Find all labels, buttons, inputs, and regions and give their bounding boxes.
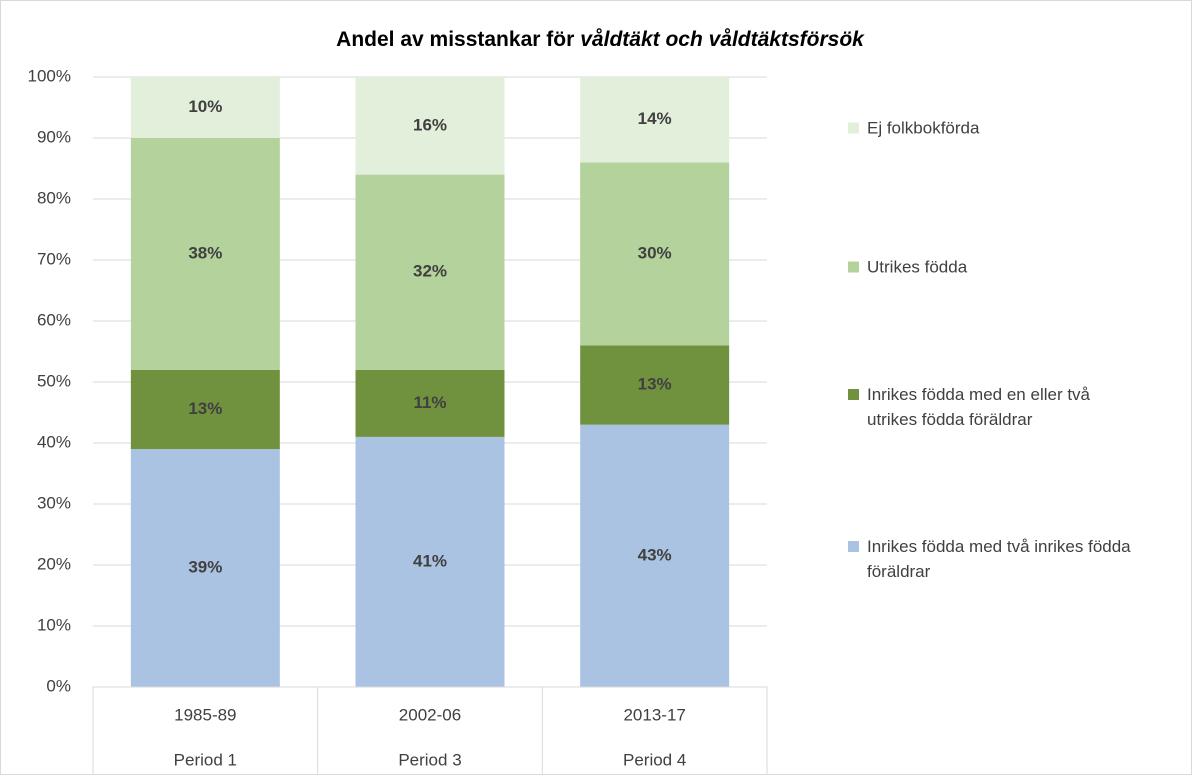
chart-title: Andel av misstankar för våldtäkt och våld… (336, 28, 865, 51)
y-tick-label: 10% (37, 615, 71, 634)
legend-swatch (848, 541, 859, 552)
legend-item: Inrikes födda med två inrikes födda förä… (848, 534, 1148, 584)
x-tick-label: 2013-17 (623, 705, 685, 724)
data-label: 13% (638, 375, 672, 394)
y-tick-label: 80% (37, 188, 71, 207)
y-tick-label: 60% (37, 310, 71, 329)
title-part: Andel av misstankar för (336, 28, 574, 51)
bar-segment (130, 449, 280, 687)
data-label: 43% (638, 545, 672, 564)
legend-label: Inrikes födda med två inrikes födda förä… (867, 537, 1131, 581)
bar-segment (355, 77, 505, 175)
data-label: 39% (188, 558, 222, 577)
legend-swatch (848, 261, 859, 273)
bar-segment (580, 345, 730, 425)
legend-item: Inrikes födda med en eller två utrikes f… (848, 382, 1148, 432)
bar-segment (355, 369, 505, 437)
legend-item: Utrikes födda (848, 255, 1148, 280)
x-tick-label: 1985-89 (174, 705, 236, 724)
legend-label: Utrikes födda (867, 257, 968, 277)
legend-item: Ej folkbokförda (848, 116, 1148, 141)
y-tick-label: 0% (46, 676, 71, 695)
bar-segment (130, 77, 280, 138)
legend-swatch (848, 389, 859, 400)
y-tick-label: 70% (37, 249, 71, 268)
data-label: 30% (638, 243, 672, 262)
title-part: våldtäkt och våldtäktsförsök (580, 28, 865, 51)
legend-label: Inrikes födda med en eller två utrikes f… (867, 385, 1091, 429)
y-tick-label: 90% (37, 127, 71, 146)
data-label: 16% (413, 115, 447, 134)
data-label: 32% (413, 262, 447, 281)
x-tick-label: 2002-06 (399, 705, 461, 724)
x-group-label: Period 4 (623, 750, 686, 769)
x-group-label: Period 3 (398, 750, 461, 769)
data-label: 10% (188, 97, 222, 116)
bar-segment (130, 138, 280, 370)
data-label: 41% (413, 551, 447, 570)
bar-segment (580, 162, 730, 346)
data-label: 38% (188, 243, 222, 262)
y-tick-label: 50% (37, 371, 71, 390)
y-tick-label: 20% (37, 554, 71, 573)
bar-segment (130, 369, 280, 450)
y-tick-label: 30% (37, 493, 71, 512)
data-label: 11% (413, 393, 446, 412)
bar-segment (355, 436, 505, 687)
y-tick-label: 40% (37, 432, 71, 451)
legend-label: Ej folkbokförda (867, 118, 980, 138)
bar-segment (355, 174, 505, 370)
bar-segment (580, 77, 730, 163)
legend-swatch (848, 122, 859, 134)
data-label: 13% (188, 399, 222, 418)
data-label: 14% (638, 109, 672, 128)
bar-segment (580, 424, 730, 687)
y-tick-label: 100% (28, 66, 71, 85)
x-group-label: Period 1 (174, 750, 237, 769)
